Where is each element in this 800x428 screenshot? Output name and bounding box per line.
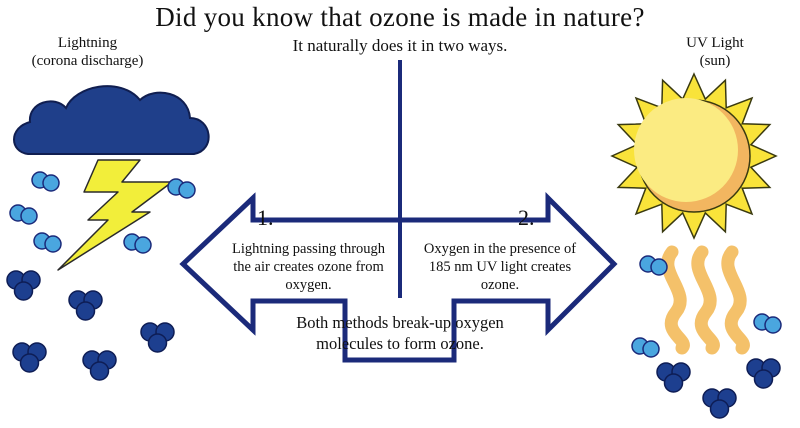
method-1-line1: Lightning passing through xyxy=(231,241,386,257)
lightning-label-line1: Lightning xyxy=(57,35,118,51)
lightning-label: Lightning (corona discharge) xyxy=(10,34,165,70)
ozone-molecules-left xyxy=(6,270,175,381)
conclusion-line1: Both methods break-up oxygen xyxy=(296,313,504,332)
uv-light-label: UV Light (sun) xyxy=(645,34,785,70)
conclusion-text: Both methods break-up oxygen molecules t… xyxy=(240,312,560,354)
sun-icon xyxy=(610,72,778,240)
lightning-label-line2: (corona discharge) xyxy=(31,53,144,69)
conclusion-line2: molecules to form ozone. xyxy=(316,334,484,353)
method-2-number: 2. xyxy=(518,205,535,230)
method-2-line2: 185 nm UV light creates xyxy=(428,259,572,275)
lightning-bolt-icon xyxy=(57,159,173,271)
heat-waves-icon xyxy=(661,245,750,355)
method-2-description: Oxygen in the presence of 185 nm UV ligh… xyxy=(402,240,598,294)
ozone-molecules-right xyxy=(656,358,781,419)
uv-label-line1: UV Light xyxy=(686,35,744,51)
method-1-line3: oxygen. xyxy=(285,277,332,293)
method-1-number: 1. xyxy=(257,205,274,230)
method-2-line1: Oxygen in the presence of xyxy=(423,241,577,257)
method-1-line2: the air creates ozone from xyxy=(233,259,384,275)
method-1-description: Lightning passing through the air create… xyxy=(215,240,402,294)
page-title: Did you know that ozone is made in natur… xyxy=(155,2,645,32)
uv-label-line2: (sun) xyxy=(699,53,731,69)
subtitle: It naturally does it in two ways. xyxy=(292,36,508,55)
storm-cloud-icon xyxy=(13,85,210,155)
method-2-line3: ozone. xyxy=(480,277,520,293)
